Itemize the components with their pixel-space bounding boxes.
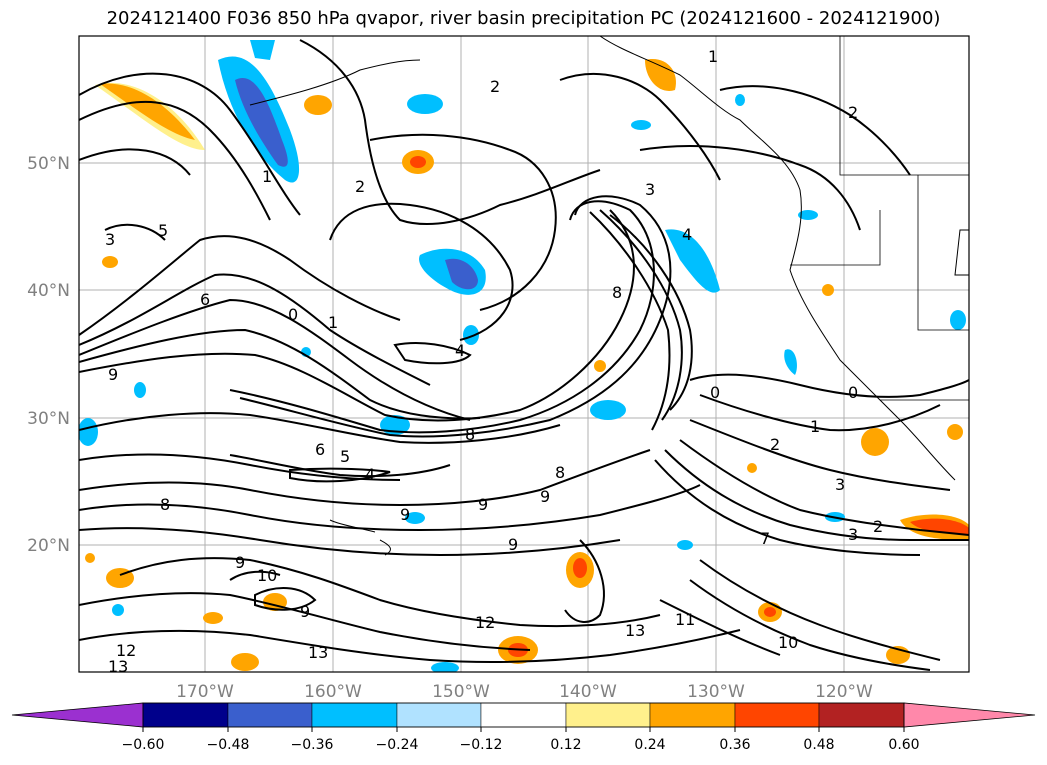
colorbar-tick-label: 0.12 — [550, 737, 581, 753]
contour-label: 13 — [108, 657, 128, 676]
contour-label: 9 — [540, 487, 550, 506]
contour-label: 9 — [478, 495, 488, 514]
lat-tick-label: 50°N — [27, 154, 70, 174]
contour-label: 3 — [848, 525, 858, 544]
contour-label: 3 — [645, 180, 655, 199]
contour-label: 10 — [257, 566, 277, 585]
lat-tick-label: 30°N — [27, 409, 70, 429]
colorbar-bin — [142, 702, 229, 728]
colorbar-bin — [480, 702, 567, 728]
contour-label: 6 — [315, 440, 325, 459]
colorbar-tick-label: 0.36 — [719, 737, 750, 753]
contour-label: 1 — [328, 313, 338, 332]
lon-tick-label: 140°W — [559, 682, 617, 702]
contour-label: 1 — [708, 47, 718, 66]
contour-label: 8 — [612, 283, 622, 302]
colorbar-frame — [142, 702, 905, 728]
contour-label: 4 — [365, 465, 375, 484]
contour-label: 4 — [455, 341, 465, 360]
colorbar-tick-label: −0.36 — [291, 737, 334, 753]
colorbar-bin — [227, 702, 313, 728]
colorbar-bin — [649, 702, 736, 728]
political-boundaries — [790, 36, 969, 401]
contour-label: 4 — [682, 225, 692, 244]
contour-label: 9 — [235, 553, 245, 572]
contour-label: 9 — [108, 365, 118, 384]
lon-tick-label: 150°W — [432, 682, 490, 702]
lat-axis: 20°N 30°N 40°N 50°N — [27, 154, 70, 556]
contour-label: 6 — [200, 290, 210, 309]
lon-tick-label: 130°W — [687, 682, 745, 702]
contour-label: 9 — [508, 535, 518, 554]
contour-label: 2 — [770, 435, 780, 454]
lon-axis: 170°W 160°W 150°W 140°W 130°W 120°W — [176, 682, 873, 702]
colorbar-tick-label: −0.24 — [376, 737, 419, 753]
contour-label: 2 — [848, 103, 858, 122]
contour-label: 13 — [308, 643, 328, 662]
map-title: 2024121400 F036 850 hPa qvapor, river ba… — [106, 8, 941, 29]
contour-label: 2 — [355, 177, 365, 196]
lat-tick-label: 40°N — [27, 281, 70, 301]
contour-label: 11 — [675, 610, 695, 629]
colorbar-bin — [396, 702, 482, 728]
contour-label: 10 — [778, 633, 798, 652]
contour-label: 2 — [873, 517, 883, 536]
colorbar-tick-label: −0.48 — [207, 737, 250, 753]
contour-label: 0 — [288, 305, 298, 324]
contour-label: 5 — [340, 447, 350, 466]
contour-label: 1 — [262, 167, 272, 186]
qvapor-contours — [79, 39, 969, 671]
lat-tick-label: 20°N — [27, 536, 70, 556]
lon-tick-label: 120°W — [815, 682, 873, 702]
colorbar-bin — [311, 702, 398, 728]
colorbar-bin — [818, 702, 905, 728]
contour-label: 9 — [400, 505, 410, 524]
colorbar-tick-label: 0.60 — [888, 737, 919, 753]
colorbar-tick-label: 0.48 — [803, 737, 834, 753]
contour-label: 12 — [116, 641, 136, 660]
contour-label: 7 — [760, 529, 770, 548]
lon-tick-label: 170°W — [176, 682, 234, 702]
colorbar-ticks — [142, 727, 905, 732]
contour-label: 5 — [158, 221, 168, 240]
colorbar-high-extension — [903, 702, 1036, 728]
contour-label: 8 — [160, 495, 170, 514]
contour-label: 0 — [848, 383, 858, 402]
colorbar-bin — [734, 702, 820, 728]
contour-labels: 1 2 2 3 3 4 5 6 0 1 4 8 9 0 1 2 3 0 2 3 … — [105, 47, 883, 676]
lon-tick-label: 160°W — [304, 682, 362, 702]
contour-label: 12 — [475, 613, 495, 632]
plot-frame — [78, 35, 970, 673]
contour-label: 0 — [710, 383, 720, 402]
contour-label: 8 — [555, 463, 565, 482]
colorbar-low-extension — [11, 702, 144, 728]
colorbar-tick-label: −0.60 — [122, 737, 165, 753]
colorbar-tick-label: −0.12 — [460, 737, 503, 753]
colorbar: −0.60 −0.48 −0.36 −0.24 −0.12 0.12 0.24 … — [11, 702, 1036, 753]
colorbar-tick-label: 0.24 — [634, 737, 665, 753]
contour-label: 8 — [465, 425, 475, 444]
colorbar-bin — [565, 702, 651, 728]
contour-label: 1 — [810, 417, 820, 436]
contour-label: 3 — [835, 475, 845, 494]
contour-label: 9 — [300, 602, 310, 621]
contour-label: 2 — [490, 77, 500, 96]
contour-label: 3 — [105, 230, 115, 249]
contour-label: 13 — [625, 621, 645, 640]
